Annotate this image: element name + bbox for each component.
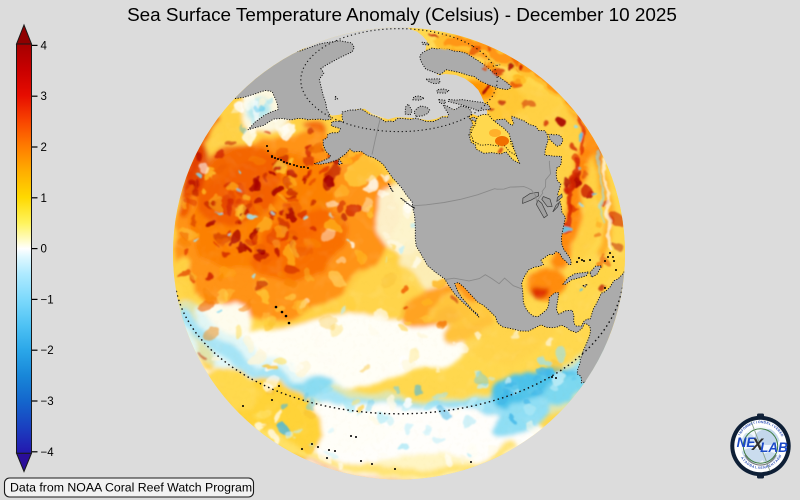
svg-text:X: X bbox=[751, 435, 765, 454]
svg-text:−2: −2 bbox=[41, 345, 54, 357]
svg-text:NE: NE bbox=[737, 435, 757, 450]
svg-text:O: O bbox=[758, 420, 761, 424]
svg-text:O: O bbox=[742, 426, 747, 431]
svg-text:V: V bbox=[773, 425, 778, 430]
svg-text:E: E bbox=[778, 431, 783, 436]
svg-text:N: N bbox=[739, 430, 744, 435]
svg-text:E: E bbox=[766, 421, 770, 426]
svg-text:A: A bbox=[751, 464, 755, 469]
svg-text:D: D bbox=[763, 420, 767, 424]
svg-text:M: M bbox=[747, 423, 752, 428]
svg-text:E: E bbox=[776, 456, 781, 461]
svg-text:H: H bbox=[770, 462, 775, 467]
svg-text:N: N bbox=[761, 420, 764, 424]
svg-text:I: I bbox=[771, 423, 774, 427]
svg-text:W: W bbox=[777, 453, 782, 458]
svg-text:−4: −4 bbox=[41, 447, 55, 459]
svg-text:−3: −3 bbox=[41, 396, 54, 408]
svg-text:LAB: LAB bbox=[760, 440, 788, 455]
svg-text:4: 4 bbox=[41, 40, 48, 52]
svg-text:X: X bbox=[757, 466, 760, 470]
svg-text:L: L bbox=[754, 465, 757, 469]
svg-text:A: A bbox=[744, 460, 749, 465]
svg-text:L: L bbox=[768, 422, 772, 426]
svg-text:3: 3 bbox=[41, 91, 47, 103]
svg-text:−1: −1 bbox=[41, 294, 54, 306]
svg-text:T: T bbox=[772, 460, 777, 465]
svg-text:T: T bbox=[742, 458, 747, 463]
svg-text:N: N bbox=[763, 465, 767, 469]
svg-text:I: I bbox=[737, 433, 741, 436]
svg-text:B: B bbox=[749, 463, 753, 468]
svg-text:A: A bbox=[750, 421, 754, 426]
svg-text:E: E bbox=[760, 466, 763, 470]
svg-text:A: A bbox=[740, 456, 745, 461]
svg-text:Sea Surface Temperature Anomal: Sea Surface Temperature Anomaly (Celsius… bbox=[127, 5, 677, 26]
svg-text:0: 0 bbox=[41, 244, 47, 256]
svg-text:R: R bbox=[744, 424, 749, 429]
svg-text:1: 1 bbox=[41, 193, 47, 205]
svg-text:T: T bbox=[752, 421, 756, 426]
svg-text:D: D bbox=[746, 462, 751, 467]
svg-text:R: R bbox=[765, 464, 769, 469]
svg-text:R: R bbox=[777, 428, 782, 433]
svg-text:I: I bbox=[756, 420, 758, 424]
svg-text:A: A bbox=[774, 458, 779, 463]
svg-text:E: E bbox=[775, 426, 780, 431]
svg-text:2: 2 bbox=[41, 142, 47, 154]
svg-text:E: E bbox=[768, 463, 772, 468]
svg-text:F: F bbox=[740, 428, 744, 432]
svg-text:D: D bbox=[780, 433, 785, 437]
svg-text:Data from NOAA Coral Reef Watc: Data from NOAA Coral Reef Watch Program bbox=[10, 481, 252, 495]
